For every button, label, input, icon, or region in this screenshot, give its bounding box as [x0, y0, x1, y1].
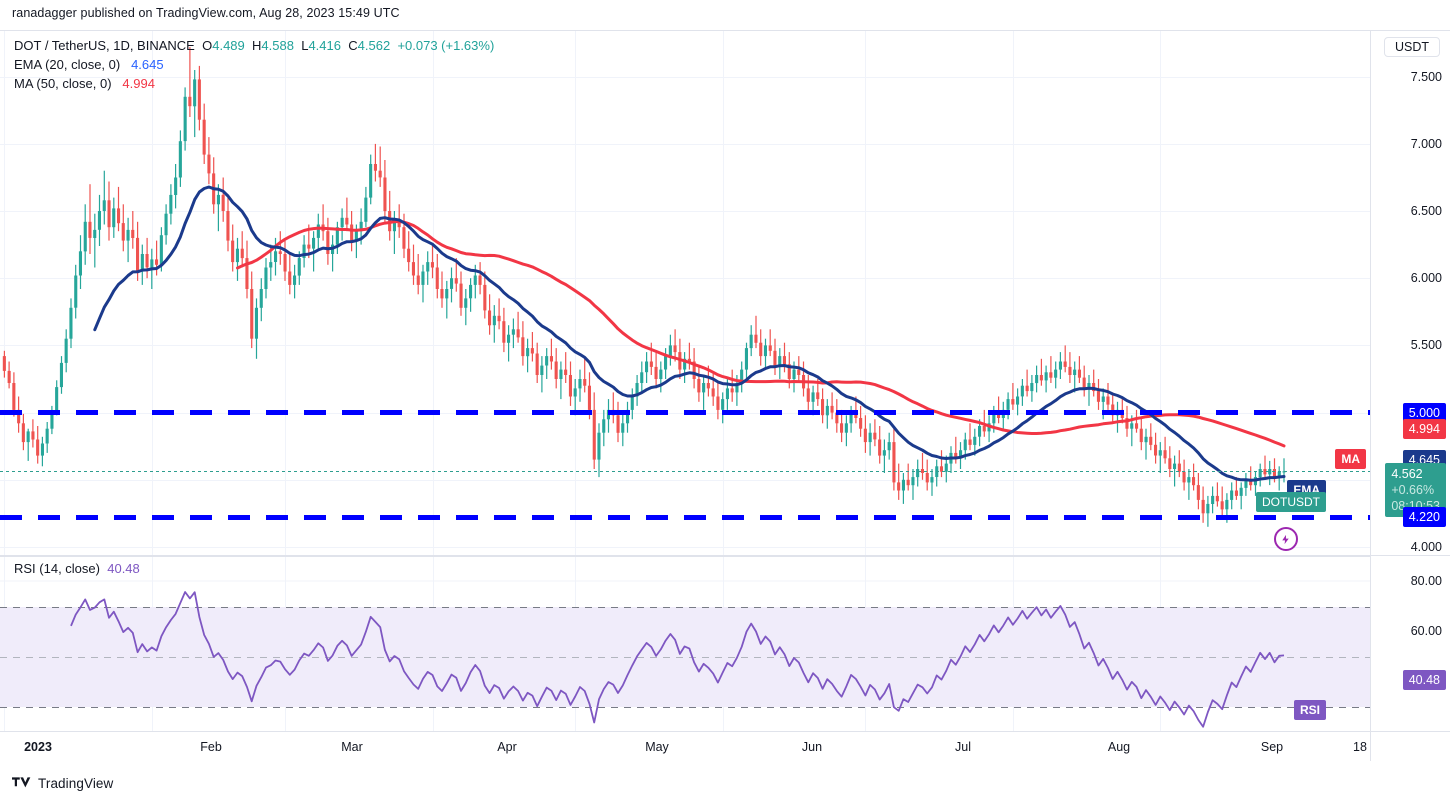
tradingview-logo-icon	[12, 777, 31, 788]
rsi-tick: 60.00	[1410, 624, 1442, 638]
ma-line-label[interactable]: MA	[1335, 449, 1366, 470]
attribution-text: ranadagger published on TradingView.com,…	[12, 6, 400, 20]
price-tag-support[interactable]: 4.220	[1402, 507, 1446, 528]
rsi-level-50	[0, 657, 1370, 658]
resistance-ray-5000[interactable]	[0, 410, 1370, 416]
rsi-level-70	[0, 607, 1370, 608]
last-price-value: 4.562	[1391, 467, 1423, 482]
tradingview-footer-logo[interactable]: TradingView	[12, 776, 113, 791]
price-tick: 6.500	[1410, 204, 1442, 219]
price-tick: 7.500	[1410, 69, 1442, 84]
price-series-canvas	[2, 47, 1286, 527]
rsi-tick: 80.00	[1410, 574, 1442, 588]
time-tick: 18	[1353, 740, 1367, 754]
time-tick: May	[645, 740, 669, 754]
symbol-price-label[interactable]: DOTUSDT	[1256, 492, 1326, 513]
currency-badge[interactable]: USDT	[1383, 37, 1440, 57]
rsi-level-30	[0, 707, 1370, 708]
price-pane[interactable]	[0, 31, 1370, 555]
price-tick: 7.000	[1410, 136, 1442, 151]
time-tick: Jun	[801, 740, 823, 754]
rsi-series-canvas	[70, 591, 1285, 728]
time-tick: Aug	[1107, 740, 1131, 754]
last-price-dotted-line	[0, 471, 1370, 473]
price-tick: 4.000	[1410, 539, 1442, 554]
support-ray-4220[interactable]	[0, 514, 1370, 520]
price-tag-resistance[interactable]: 5.000	[1402, 402, 1446, 423]
price-tick: 5.500	[1410, 338, 1442, 353]
time-tick: Sep	[1260, 740, 1284, 754]
chart-frame: RSI (14, close) 40.48 DOT / TetherUS, 1D…	[0, 30, 1450, 761]
last-price-change: +0.66%	[1391, 483, 1435, 498]
price-tag-ma-value[interactable]: 4.994	[1402, 419, 1446, 440]
rsi-tag-value[interactable]: 40.48	[1402, 669, 1446, 690]
lightning-bolt-alert-icon[interactable]	[1273, 527, 1298, 552]
price-scale[interactable]: USDT 7.500 7.000 6.500 6.000 5.500 4.000 5.00…	[1370, 31, 1450, 761]
time-tick: Feb	[200, 740, 222, 754]
rsi-line-label[interactable]: RSI	[1293, 699, 1326, 720]
time-tick: Mar	[341, 740, 363, 754]
chart-panes: RSI (14, close) 40.48	[0, 31, 1370, 731]
time-tick: Apr	[497, 740, 517, 754]
tradingview-brand-text: TradingView	[38, 776, 114, 791]
rsi-pane[interactable]: RSI (14, close) 40.48	[0, 556, 1370, 731]
pane-separator[interactable]	[0, 555, 1450, 556]
price-tick: 6.000	[1410, 271, 1442, 286]
lightning-bolt-glyph	[1282, 534, 1290, 544]
time-tick: Jul	[955, 740, 971, 754]
time-tick: 2023	[24, 740, 52, 754]
time-scale[interactable]: 2023 Feb Mar Apr May Jun Jul Aug Sep 18	[0, 731, 1450, 761]
